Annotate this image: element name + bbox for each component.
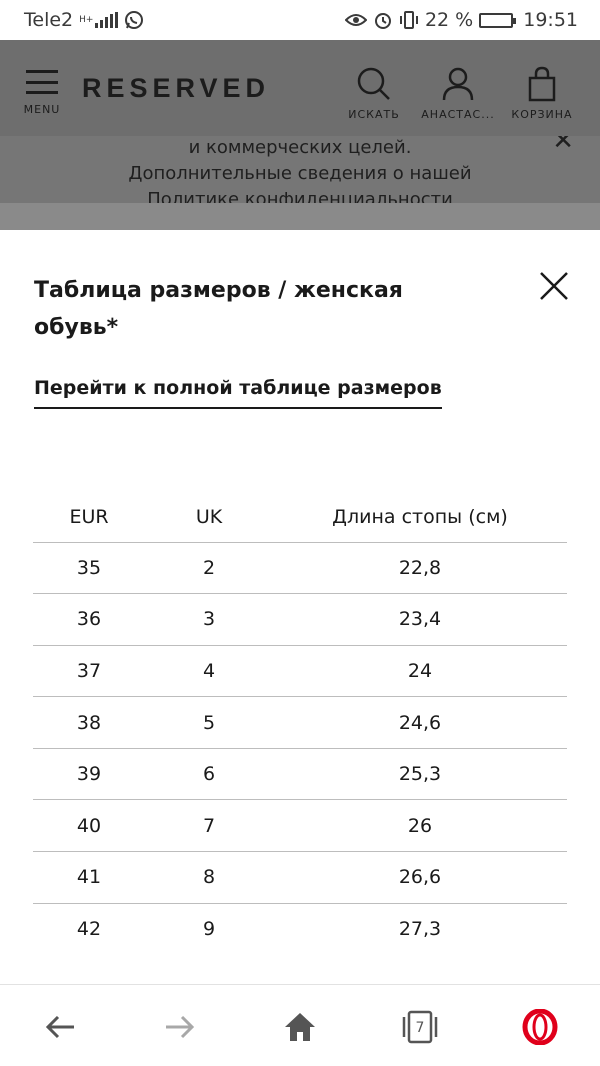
overlay-band (0, 203, 600, 230)
foot-length-cell: 25,3 (273, 748, 567, 801)
vibrate-icon (399, 11, 418, 29)
forward-button[interactable] (160, 1007, 200, 1047)
uk-size-cell: 4 (145, 645, 273, 698)
hamburger-icon (26, 70, 58, 94)
table-row: 42 9 27,3 (33, 903, 567, 955)
size-table: EUR UK Длина стопы (см) 35 2 22,8 36 3 2… (33, 492, 567, 955)
opera-logo-icon (522, 1009, 558, 1045)
user-icon (442, 67, 474, 101)
eur-size-cell: 42 (76, 918, 102, 941)
battery-icon (479, 12, 517, 28)
brand-logo[interactable]: RESERVED (82, 73, 271, 103)
back-button[interactable] (40, 1007, 80, 1047)
full-size-table-link[interactable]: Перейти к полной таблице размеров (34, 377, 442, 409)
cookie-close-icon[interactable]: ✕ (552, 136, 574, 156)
eye-icon (344, 14, 367, 26)
column-header-foot-length: Длина стопы (см) (273, 492, 567, 543)
account-label: АНАСТАС... (421, 108, 495, 121)
clock: 19:51 (523, 9, 578, 31)
close-icon (540, 272, 568, 300)
forward-arrow-icon (166, 1015, 195, 1039)
alarm-icon (374, 13, 391, 29)
tabs-icon: 7 (402, 1010, 438, 1044)
tabs-count: 7 (416, 1020, 425, 1036)
foot-length-cell: 26 (273, 799, 567, 853)
network-type: H+ (79, 14, 94, 25)
opera-menu-button[interactable] (520, 1007, 560, 1047)
cookie-text-line: Политике конфиденциальности (147, 189, 453, 203)
table-row: 35 2 22,8 (33, 542, 567, 595)
search-label: ИСКАТЬ (348, 108, 400, 121)
menu-label: MENU (23, 103, 61, 116)
table-header-row: EUR UK Длина стопы (см) (33, 492, 567, 543)
eur-size-cell: 37 (33, 645, 145, 698)
menu-button[interactable]: MENU (22, 70, 62, 116)
signal-icon (95, 12, 119, 28)
home-icon (285, 1013, 315, 1041)
uk-size-cell: 5 (145, 696, 273, 749)
whatsapp-icon (125, 11, 144, 29)
site-header: MENU RESERVED ИСКАТЬ АНАСТАС... КОРЗИНА (0, 40, 600, 136)
uk-size-cell: 7 (145, 799, 273, 853)
cookie-banner: и коммерческих целей. Дополнительные све… (0, 136, 600, 203)
table-row: 40 7 26 (33, 799, 567, 853)
uk-size-cell: 6 (145, 748, 273, 801)
modal-title: Таблица размеров / женская обувь* (34, 278, 403, 340)
eur-size-cell: 36 (33, 593, 145, 646)
table-row: 37 4 24 (33, 645, 567, 698)
table-row: 39 6 25,3 (33, 748, 567, 801)
eur-size-cell: 35 (33, 542, 145, 595)
cookie-text-line: и коммерческих целей. (188, 137, 412, 158)
column-header-uk: UK (145, 492, 273, 543)
uk-size-cell: 8 (145, 851, 273, 904)
account-button[interactable]: АНАСТАС... (413, 66, 503, 121)
foot-length-cell: 24 (273, 645, 567, 698)
home-button[interactable] (280, 1007, 320, 1047)
search-icon (357, 67, 390, 100)
tabs-button[interactable]: 7 (400, 1007, 440, 1047)
table-row: 36 3 23,4 (33, 593, 567, 646)
back-arrow-icon (45, 1015, 74, 1039)
search-button[interactable]: ИСКАТЬ (329, 66, 419, 121)
battery-percent: 22 % (424, 9, 474, 31)
eur-size-cell: 38 (33, 696, 145, 749)
foot-length-cell: 26,6 (273, 851, 567, 904)
eur-size-cell: 40 (33, 799, 145, 853)
eur-size-cell: 41 (33, 851, 145, 904)
foot-length-cell: 23,4 (273, 593, 567, 646)
cart-button[interactable]: КОРЗИНА (497, 66, 587, 121)
carrier-name: Tele2 (24, 9, 74, 31)
size-chart-modal: Таблица размеров / женская обувь* Перейт… (0, 230, 600, 984)
uk-size-cell: 9 (202, 918, 216, 941)
cookie-text-line: Дополнительные сведения о нашей (128, 163, 472, 184)
uk-size-cell: 3 (145, 593, 273, 646)
status-bar: Tele2 H+ 22 % 19:51 (0, 0, 600, 40)
eur-size-cell: 39 (33, 748, 145, 801)
table-row: 38 5 24,6 (33, 696, 567, 749)
foot-length-cell: 22,8 (273, 542, 567, 595)
foot-length-cell: 27,3 (398, 918, 442, 941)
column-header-eur: EUR (33, 492, 145, 543)
cart-label: КОРЗИНА (511, 108, 573, 121)
browser-bottom-bar: 7 (0, 984, 600, 1066)
uk-size-cell: 2 (145, 542, 273, 595)
table-row: 41 8 26,6 (33, 851, 567, 904)
close-button[interactable] (534, 266, 574, 306)
foot-length-cell: 24,6 (273, 696, 567, 749)
shopping-bag-icon (528, 66, 556, 102)
